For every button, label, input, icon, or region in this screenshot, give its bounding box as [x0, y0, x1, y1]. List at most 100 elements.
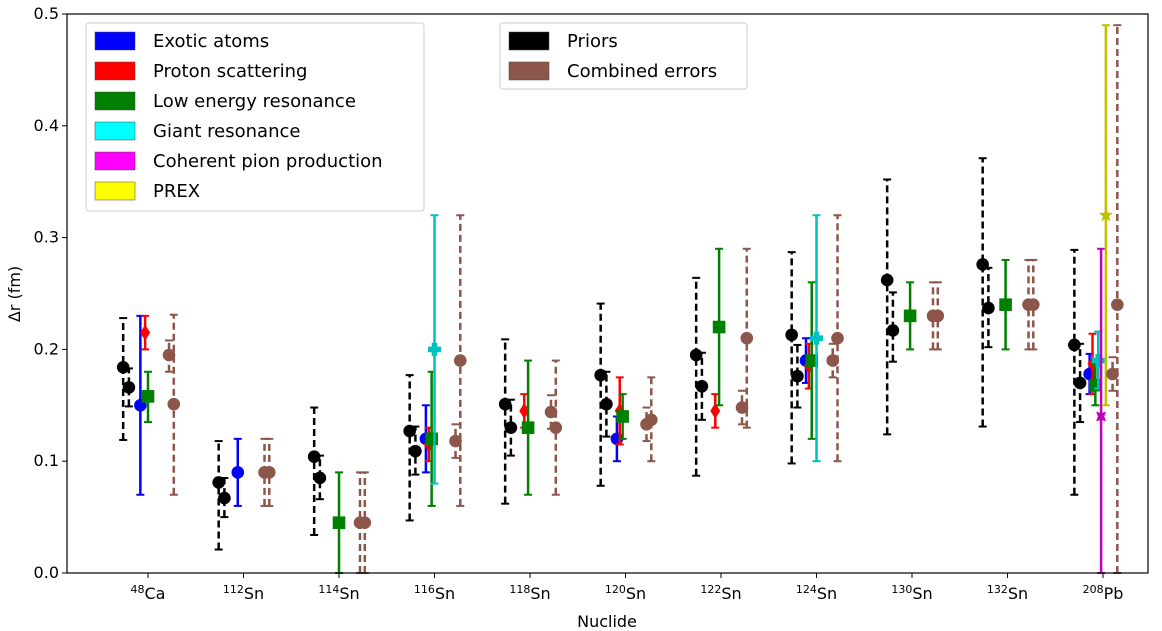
data-point-low — [999, 258, 1012, 351]
y-tick-label: 0.4 — [34, 116, 59, 135]
x-tick-label: 118Sn — [509, 583, 550, 603]
x-tick-label-mass: 48 — [131, 583, 145, 596]
low-marker — [1089, 378, 1102, 392]
priors-marker — [1068, 338, 1081, 352]
priors-marker — [307, 450, 321, 464]
x-tick-label-element: Ca — [145, 584, 166, 603]
combined-marker — [549, 421, 563, 434]
combined-marker — [1111, 298, 1124, 311]
data-point-pion — [1096, 247, 1106, 574]
data-point-combined — [740, 247, 754, 429]
proton-marker — [140, 324, 151, 341]
combined-marker — [931, 309, 945, 323]
legend-right-box — [499, 22, 748, 90]
pion-marker — [1096, 411, 1106, 422]
low-marker — [903, 309, 917, 323]
exotic-marker — [1083, 367, 1096, 381]
data-point-combined — [735, 389, 749, 426]
combined-marker — [1026, 298, 1040, 311]
x-tick-label-element: Pb — [1104, 584, 1124, 603]
data-point-priors — [689, 276, 703, 477]
priors-marker — [594, 368, 607, 382]
data-point-priors — [600, 370, 613, 438]
y-tick-label: 0.2 — [34, 339, 59, 358]
data-point-combined — [931, 281, 945, 351]
legend-swatch — [94, 61, 136, 81]
priors-marker — [409, 444, 422, 458]
low-marker — [141, 390, 155, 403]
data-point-combined — [167, 313, 181, 496]
x-tick-label-element: Sn — [817, 584, 837, 603]
data-point-priors — [218, 476, 231, 519]
data-point-priors — [1073, 342, 1087, 424]
low-marker — [425, 432, 438, 446]
priors-marker — [880, 273, 894, 287]
y-tick-label: 0.1 — [34, 451, 59, 470]
proton-marker — [710, 402, 721, 419]
combined-marker — [544, 405, 558, 419]
x-tick-label-mass: 130 — [891, 583, 912, 596]
x-tick-label: 112Sn — [223, 583, 264, 603]
legend-left-box — [85, 22, 425, 212]
data-point-priors — [116, 317, 130, 441]
combined-marker — [449, 434, 462, 448]
data-point-giant — [810, 214, 823, 463]
y-tick-label: 0.3 — [34, 228, 59, 247]
priors-marker — [218, 491, 231, 505]
x-axis-ticks: 48Ca 112Sn 114Sn 116Sn 118Sn 120Sn 122Sn 124Sn 1… — [131, 573, 1124, 603]
data-point-priors — [982, 266, 995, 349]
y-axis-ticks: 0.0 0.1 0.2 0.3 0.4 0.5 — [34, 4, 67, 582]
data-point-priors — [594, 302, 607, 487]
x-tick-label-mass: 122 — [700, 583, 721, 596]
data-point-combined — [262, 437, 276, 507]
x-tick-label-element: Sn — [244, 584, 264, 603]
combined-marker — [358, 516, 372, 529]
data-point-low — [425, 370, 438, 507]
priors-marker — [600, 397, 613, 411]
x-tick-label-mass: 114 — [318, 583, 339, 596]
combined-marker — [162, 348, 176, 362]
data-point-combined — [1111, 24, 1124, 574]
legend-right: Priors Combined errors — [499, 22, 748, 90]
x-tick-label-mass: 116 — [414, 583, 435, 596]
priors-marker — [504, 421, 518, 434]
low-marker — [805, 354, 819, 367]
exotic-marker — [231, 466, 245, 479]
x-tick-label-element: Sn — [912, 584, 932, 603]
data-point-priors — [504, 398, 518, 457]
low-marker — [712, 320, 726, 334]
legend-swatch — [94, 121, 136, 141]
data-point-combined — [453, 214, 467, 507]
data-point-priors — [976, 157, 989, 428]
data-point-priors — [122, 367, 136, 408]
y-axis-label: Δr (fm) — [5, 266, 24, 322]
legend-left: Exotic atoms Proton scattering Low energy … — [85, 22, 425, 212]
x-tick-label: 132Sn — [987, 583, 1028, 603]
priors-marker — [212, 476, 225, 489]
combined-marker — [262, 466, 276, 479]
legend-label: Exotic atoms — [153, 31, 269, 52]
low-marker — [999, 298, 1012, 311]
priors-marker — [116, 360, 130, 374]
data-point-priors — [212, 440, 225, 551]
data-point-priors — [880, 178, 894, 436]
priors-marker — [695, 379, 709, 393]
combined-marker — [735, 401, 749, 414]
x-tick-label-mass: 208 — [1083, 583, 1104, 596]
x-axis-label: Nuclide — [577, 612, 637, 631]
data-point-combined — [1026, 258, 1040, 351]
priors-marker — [791, 369, 804, 383]
legend-label: PREX — [153, 181, 200, 202]
x-tick-label-mass: 112 — [223, 583, 244, 596]
x-tick-label-mass: 124 — [796, 583, 817, 596]
data-point-combined — [1106, 356, 1119, 392]
data-point-prex — [1098, 24, 1113, 407]
x-tick-label-mass: 120 — [605, 583, 626, 596]
data-point-priors — [313, 454, 327, 501]
priors-marker — [403, 424, 416, 438]
low-marker — [521, 421, 535, 434]
legend-swatch — [94, 91, 136, 111]
combined-marker — [167, 397, 181, 411]
low-marker — [616, 410, 629, 423]
